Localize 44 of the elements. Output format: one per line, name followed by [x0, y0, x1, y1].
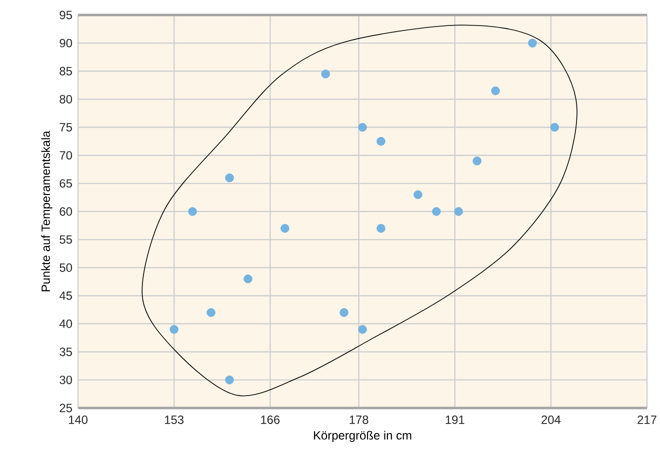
x-tick-label: 153 — [165, 416, 184, 424]
x-tick-label: 191 — [446, 416, 464, 424]
point — [170, 325, 178, 334]
point — [340, 308, 348, 317]
point — [454, 207, 463, 216]
point — [491, 86, 500, 96]
point — [225, 376, 234, 384]
point — [358, 122, 367, 132]
point — [432, 207, 441, 216]
x-tick-label: 204 — [542, 416, 561, 424]
y-tick-label: 95 — [60, 10, 72, 20]
point — [188, 207, 197, 216]
y-tick-label: 35 — [60, 348, 72, 356]
y-tick-label: 50 — [60, 263, 72, 272]
point — [472, 156, 482, 166]
point — [550, 122, 560, 132]
point — [280, 224, 290, 233]
x-tick-label: 140 — [68, 416, 88, 424]
point — [225, 173, 234, 182]
y-tick-label: 60 — [60, 207, 72, 216]
y-tick-label: 80 — [60, 94, 72, 104]
y-tick-label: 40 — [59, 320, 72, 328]
x-tick-label: 166 — [261, 416, 280, 424]
point — [206, 308, 216, 317]
point — [414, 190, 422, 200]
y-tick-label: 90 — [60, 38, 72, 48]
x-tick-label: 178 — [350, 416, 368, 424]
x-tick-label: 217 — [638, 416, 656, 424]
y-tick-label: 30 — [60, 376, 72, 384]
y-axis-title: Punkte auf Temperamentskala — [41, 130, 52, 292]
point — [244, 274, 252, 284]
point — [528, 38, 537, 48]
point — [358, 325, 367, 334]
point — [376, 136, 386, 146]
y-tick-label: 55 — [60, 235, 72, 244]
y-tick-label: 70 — [60, 151, 72, 160]
point — [321, 70, 330, 78]
point — [376, 224, 386, 233]
y-tick-label: 85 — [60, 66, 72, 76]
y-tick-label: 25 — [60, 404, 72, 412]
x-axis-title: Körpergröße in cm — [314, 430, 412, 442]
y-tick-label: 75 — [60, 123, 72, 132]
y-tick-label: 65 — [60, 179, 72, 188]
y-tick-label: 45 — [59, 292, 72, 300]
